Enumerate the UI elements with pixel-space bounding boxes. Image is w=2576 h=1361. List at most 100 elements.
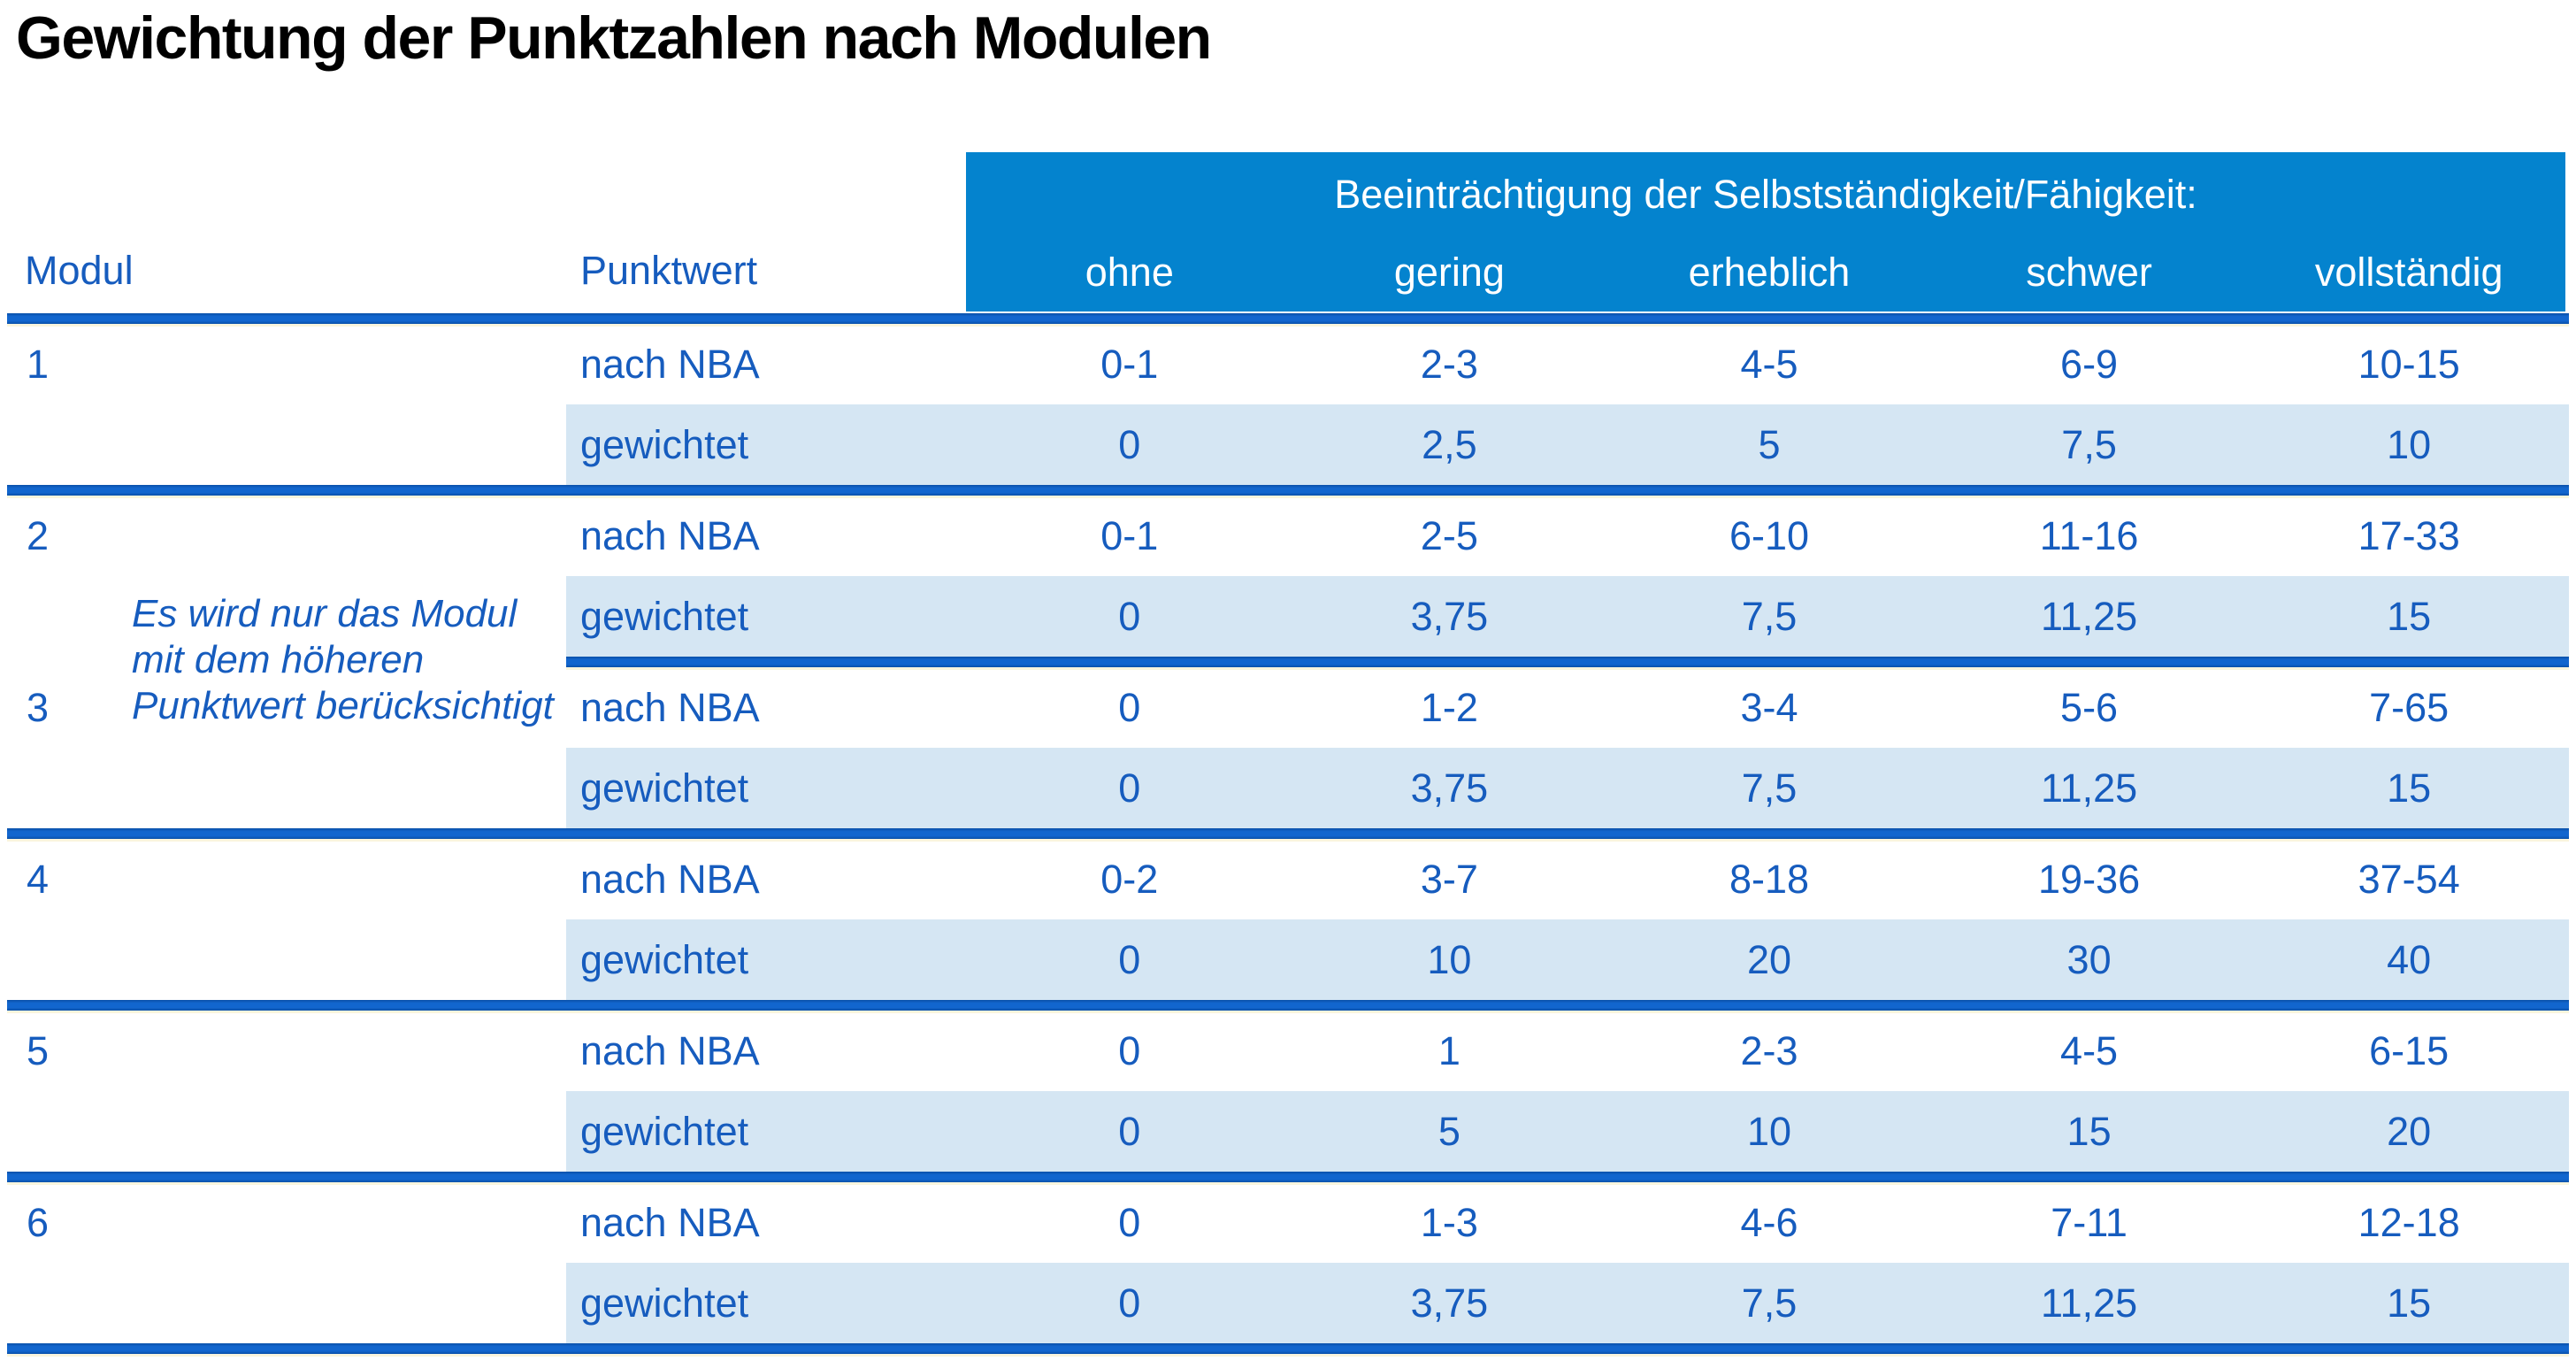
weighted-row-label: gewichtet xyxy=(566,919,970,1000)
module-number: 5 xyxy=(27,1027,50,1073)
module-number: 6 xyxy=(27,1199,50,1245)
impairment-header-box: Beeinträchtigung der Selbstständigkeit/F… xyxy=(966,152,2565,311)
weighted-value: 10 xyxy=(1289,919,1610,1000)
weighted-value: 20 xyxy=(1609,919,1929,1000)
severity-header-row: ohne gering erheblich schwer vollständig xyxy=(970,250,2569,296)
nba-value: 4-5 xyxy=(1740,341,1798,387)
module-group-1: 1 nach NBA 0-1 2-3 4-5 6-9 10-15 gewichtet 0 2,5 5… xyxy=(7,324,2569,485)
module-number: 2 xyxy=(27,512,50,558)
nba-row-label: nach NBA xyxy=(580,856,760,902)
nba-value: 6-10 xyxy=(1729,512,1810,558)
note-line: Punktwert berücksichtigt xyxy=(132,684,554,727)
weighted-value: 11,25 xyxy=(1928,1263,2250,1343)
nba-value: 11-16 xyxy=(2039,512,2139,558)
impairment-header-title: Beeinträchtigung der Selbstständigkeit/F… xyxy=(1334,172,2197,217)
separator-rule xyxy=(7,828,2569,842)
nba-value: 12-18 xyxy=(2358,1199,2460,1245)
weighted-value: 3,75 xyxy=(1289,576,1610,657)
nba-value: 6-9 xyxy=(2060,341,2119,387)
nba-value: 0-1 xyxy=(1100,512,1159,558)
weighted-value: 11,25 xyxy=(1928,576,2250,657)
weighted-value: 15 xyxy=(2249,748,2569,828)
weighted-value: 20 xyxy=(2249,1091,2569,1172)
weighted-value: 2,5 xyxy=(1289,404,1610,485)
separator-rule xyxy=(7,485,2569,498)
weighted-value: 0 xyxy=(970,404,1290,485)
module-group-5: 5 nach NBA 0 1 2-3 4-5 6-15 gewichtet 0 5 10 15 20 xyxy=(7,1011,2569,1172)
nba-row-label: nach NBA xyxy=(580,512,760,558)
severity-header-gering: gering xyxy=(1393,250,1505,295)
nba-row-label: nach NBA xyxy=(580,341,760,387)
module-number: 3 xyxy=(27,684,50,730)
weighted-value: 10 xyxy=(2249,404,2569,485)
nba-value: 8-18 xyxy=(1729,856,1810,902)
weighted-value: 10 xyxy=(1609,1091,1929,1172)
weighted-value: 0 xyxy=(970,576,1290,657)
separator-rule xyxy=(7,1000,2569,1013)
column-header-modul: Modul xyxy=(25,248,134,293)
nba-value: 17-33 xyxy=(2358,512,2460,558)
severity-header-ohne: ohne xyxy=(1085,250,1174,295)
weighted-value: 0 xyxy=(970,1263,1290,1343)
table-body: 1 nach NBA 0-1 2-3 4-5 6-9 10-15 gewichtet 0 2,5 5… xyxy=(7,313,2569,1357)
nba-value: 4-5 xyxy=(2060,1027,2119,1073)
weighted-value: 7,5 xyxy=(1928,404,2250,485)
weighted-value: 15 xyxy=(2249,1263,2569,1343)
weighted-value: 11,25 xyxy=(1928,748,2250,828)
nba-value: 0 xyxy=(1118,1199,1141,1245)
nba-value: 5-6 xyxy=(2060,684,2119,730)
module-number: 1 xyxy=(27,341,50,387)
weighted-row-label: gewichtet xyxy=(566,404,970,485)
weighted-row-label: gewichtet xyxy=(566,576,970,657)
column-header-punktwert: Punktwert xyxy=(580,248,758,293)
nba-value: 7-11 xyxy=(2051,1199,2128,1245)
severity-header-erheblich: erheblich xyxy=(1688,250,1851,295)
weighted-value: 40 xyxy=(2249,919,2569,1000)
nba-value: 0 xyxy=(1118,684,1141,730)
nba-row-label: nach NBA xyxy=(580,684,760,730)
module-group-3: 3 nach NBA 0 1-2 3-4 5-6 7-65 gewichtet 0 3,75 7,5… xyxy=(7,667,2569,828)
nba-row-label: nach NBA xyxy=(580,1027,760,1073)
severity-header-vollstaendig: vollständig xyxy=(2314,250,2503,295)
separator-rule xyxy=(566,657,2569,670)
weighted-value: 7,5 xyxy=(1609,748,1929,828)
nba-value: 0-2 xyxy=(1100,856,1159,902)
separator-rule xyxy=(7,313,2569,327)
note-line: mit dem höheren xyxy=(132,638,425,681)
separator-rule xyxy=(7,1172,2569,1185)
nba-value: 4-6 xyxy=(1740,1199,1798,1245)
nba-value: 37-54 xyxy=(2358,856,2460,902)
weighted-row-label: gewichtet xyxy=(566,1091,970,1172)
module-2-3-note: Es wird nur das Modul mit dem höheren Pu… xyxy=(132,591,554,729)
weighted-value: 5 xyxy=(1289,1091,1610,1172)
nba-value: 6-15 xyxy=(2369,1027,2450,1073)
weighted-value: 15 xyxy=(2249,576,2569,657)
weighted-row-label: gewichtet xyxy=(566,748,970,828)
nba-value: 2-3 xyxy=(1740,1027,1798,1073)
weighted-value: 0 xyxy=(970,919,1290,1000)
nba-value: 3-4 xyxy=(1740,684,1798,730)
nba-value: 1-2 xyxy=(1420,684,1478,730)
nba-value: 0 xyxy=(1118,1027,1141,1073)
nba-value: 19-36 xyxy=(2038,856,2141,902)
nba-value: 3-7 xyxy=(1420,856,1478,902)
weighting-table: Modul Punktwert Beeinträchtigung der Sel… xyxy=(7,150,2569,1357)
weighted-value: 0 xyxy=(970,1091,1290,1172)
table-header: Modul Punktwert Beeinträchtigung der Sel… xyxy=(7,150,2569,313)
nba-value: 1 xyxy=(1438,1027,1460,1073)
weighted-value: 15 xyxy=(1928,1091,2250,1172)
module-group-6: 6 nach NBA 0 1-3 4-6 7-11 12-18 gewichtet 0 3,75 7… xyxy=(7,1182,2569,1343)
nba-value: 2-5 xyxy=(1420,512,1478,558)
weighted-value: 7,5 xyxy=(1609,576,1929,657)
nba-value: 10-15 xyxy=(2358,341,2460,387)
module-number: 4 xyxy=(27,856,50,902)
nba-value: 0-1 xyxy=(1100,341,1159,387)
page-title: Gewichtung der Punktzahlen nach Modulen xyxy=(16,4,1212,72)
weighted-row-label: gewichtet xyxy=(566,1263,970,1343)
nba-value: 2-3 xyxy=(1420,341,1478,387)
separator-rule xyxy=(7,1343,2569,1357)
nba-value: 7-65 xyxy=(2369,684,2450,730)
severity-header-schwer: schwer xyxy=(2026,250,2152,295)
nba-row-label: nach NBA xyxy=(580,1199,760,1245)
